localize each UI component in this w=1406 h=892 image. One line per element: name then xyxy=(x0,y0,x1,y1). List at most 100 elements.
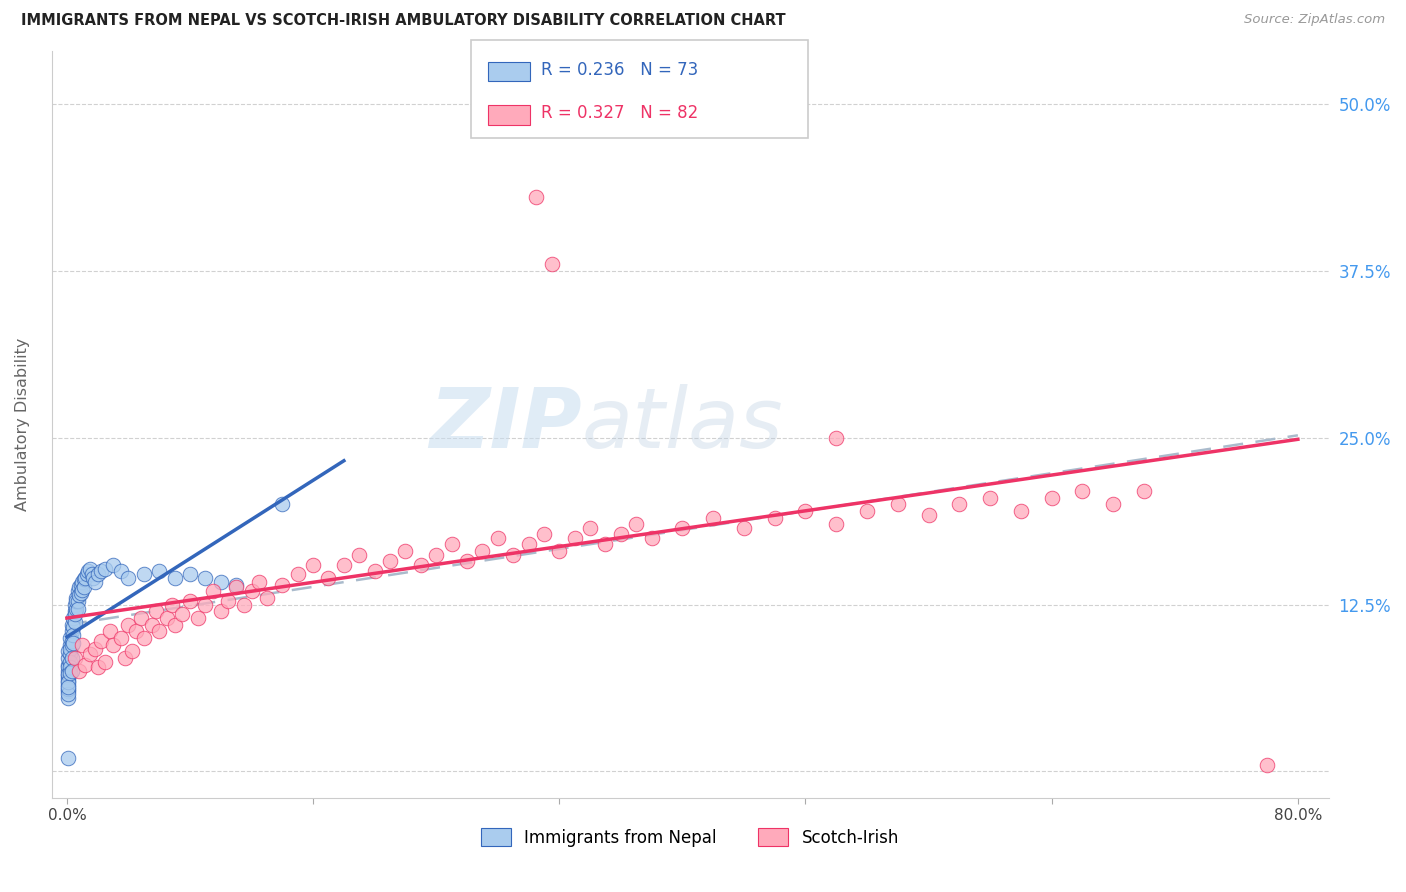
Point xyxy=(179,566,201,581)
Point xyxy=(425,548,447,562)
Point xyxy=(66,601,89,615)
Point xyxy=(533,526,555,541)
Point xyxy=(58,668,80,682)
Point xyxy=(67,580,90,594)
Point xyxy=(62,628,84,642)
Point xyxy=(121,644,143,658)
Point xyxy=(763,510,786,524)
Point xyxy=(409,558,432,572)
Point xyxy=(610,526,633,541)
Point xyxy=(62,620,84,634)
Point xyxy=(63,615,86,629)
Point xyxy=(194,571,217,585)
Point xyxy=(59,665,82,680)
Point xyxy=(58,651,80,665)
Point xyxy=(63,607,86,621)
Point xyxy=(114,651,136,665)
Point xyxy=(66,593,89,607)
Point xyxy=(502,548,524,562)
Point xyxy=(218,593,240,607)
Point xyxy=(524,190,547,204)
Point xyxy=(60,638,83,652)
Point xyxy=(62,636,84,650)
Point xyxy=(58,673,80,688)
Point xyxy=(63,651,86,665)
Point xyxy=(240,584,263,599)
Point xyxy=(60,617,83,632)
Point xyxy=(67,665,90,679)
Point xyxy=(1040,491,1063,505)
Point xyxy=(94,561,117,575)
Point xyxy=(363,564,385,578)
Point xyxy=(302,558,325,572)
Point xyxy=(75,657,97,672)
Point xyxy=(1256,757,1278,772)
Point xyxy=(117,571,139,585)
Point xyxy=(67,588,90,602)
Point xyxy=(58,681,80,695)
Point xyxy=(225,580,247,594)
Point xyxy=(58,690,80,705)
Point xyxy=(595,537,617,551)
Point xyxy=(101,558,124,572)
Point xyxy=(825,517,848,532)
Point xyxy=(471,544,494,558)
Point xyxy=(132,566,155,581)
Point xyxy=(825,431,848,445)
Point xyxy=(486,531,509,545)
Point xyxy=(318,571,340,585)
Point xyxy=(179,593,201,607)
Point xyxy=(59,641,82,656)
Point xyxy=(160,598,183,612)
Point xyxy=(172,607,194,621)
Point xyxy=(564,97,586,112)
Point xyxy=(60,665,83,679)
Point xyxy=(58,687,80,701)
Point xyxy=(548,544,571,558)
Point xyxy=(86,660,108,674)
Point xyxy=(66,584,89,599)
Point xyxy=(79,647,101,661)
Point xyxy=(59,647,82,661)
Text: IMMIGRANTS FROM NEPAL VS SCOTCH-IRISH AMBULATORY DISABILITY CORRELATION CHART: IMMIGRANTS FROM NEPAL VS SCOTCH-IRISH AM… xyxy=(21,13,786,29)
Point xyxy=(129,611,152,625)
Point xyxy=(59,655,82,669)
Point xyxy=(75,571,97,585)
Point xyxy=(671,521,693,535)
Point xyxy=(125,624,148,639)
Point xyxy=(209,604,232,618)
Point xyxy=(163,617,186,632)
Point xyxy=(702,510,724,524)
Point xyxy=(225,577,247,591)
Point xyxy=(58,678,80,692)
Point xyxy=(58,751,80,765)
Point xyxy=(82,571,104,585)
Point xyxy=(247,574,270,589)
Point xyxy=(256,591,278,605)
Point xyxy=(540,257,562,271)
Point xyxy=(887,498,910,512)
Point xyxy=(58,681,80,696)
Text: Source: ZipAtlas.com: Source: ZipAtlas.com xyxy=(1244,13,1385,27)
Point xyxy=(60,651,83,665)
Point xyxy=(63,598,86,612)
Point xyxy=(73,572,96,586)
Point xyxy=(77,564,100,578)
Point xyxy=(110,631,132,645)
Point xyxy=(69,577,91,591)
Point xyxy=(564,531,586,545)
Point xyxy=(456,553,478,567)
Point xyxy=(1010,504,1032,518)
Text: R = 0.327   N = 82: R = 0.327 N = 82 xyxy=(541,104,699,122)
Point xyxy=(101,638,124,652)
Point xyxy=(141,617,163,632)
Point xyxy=(98,624,121,639)
Point xyxy=(79,561,101,575)
Point xyxy=(72,582,94,597)
Point xyxy=(917,508,939,522)
Point xyxy=(63,604,86,618)
Point xyxy=(86,566,108,581)
Point xyxy=(72,574,94,589)
Point xyxy=(58,657,80,672)
Point xyxy=(579,521,602,535)
